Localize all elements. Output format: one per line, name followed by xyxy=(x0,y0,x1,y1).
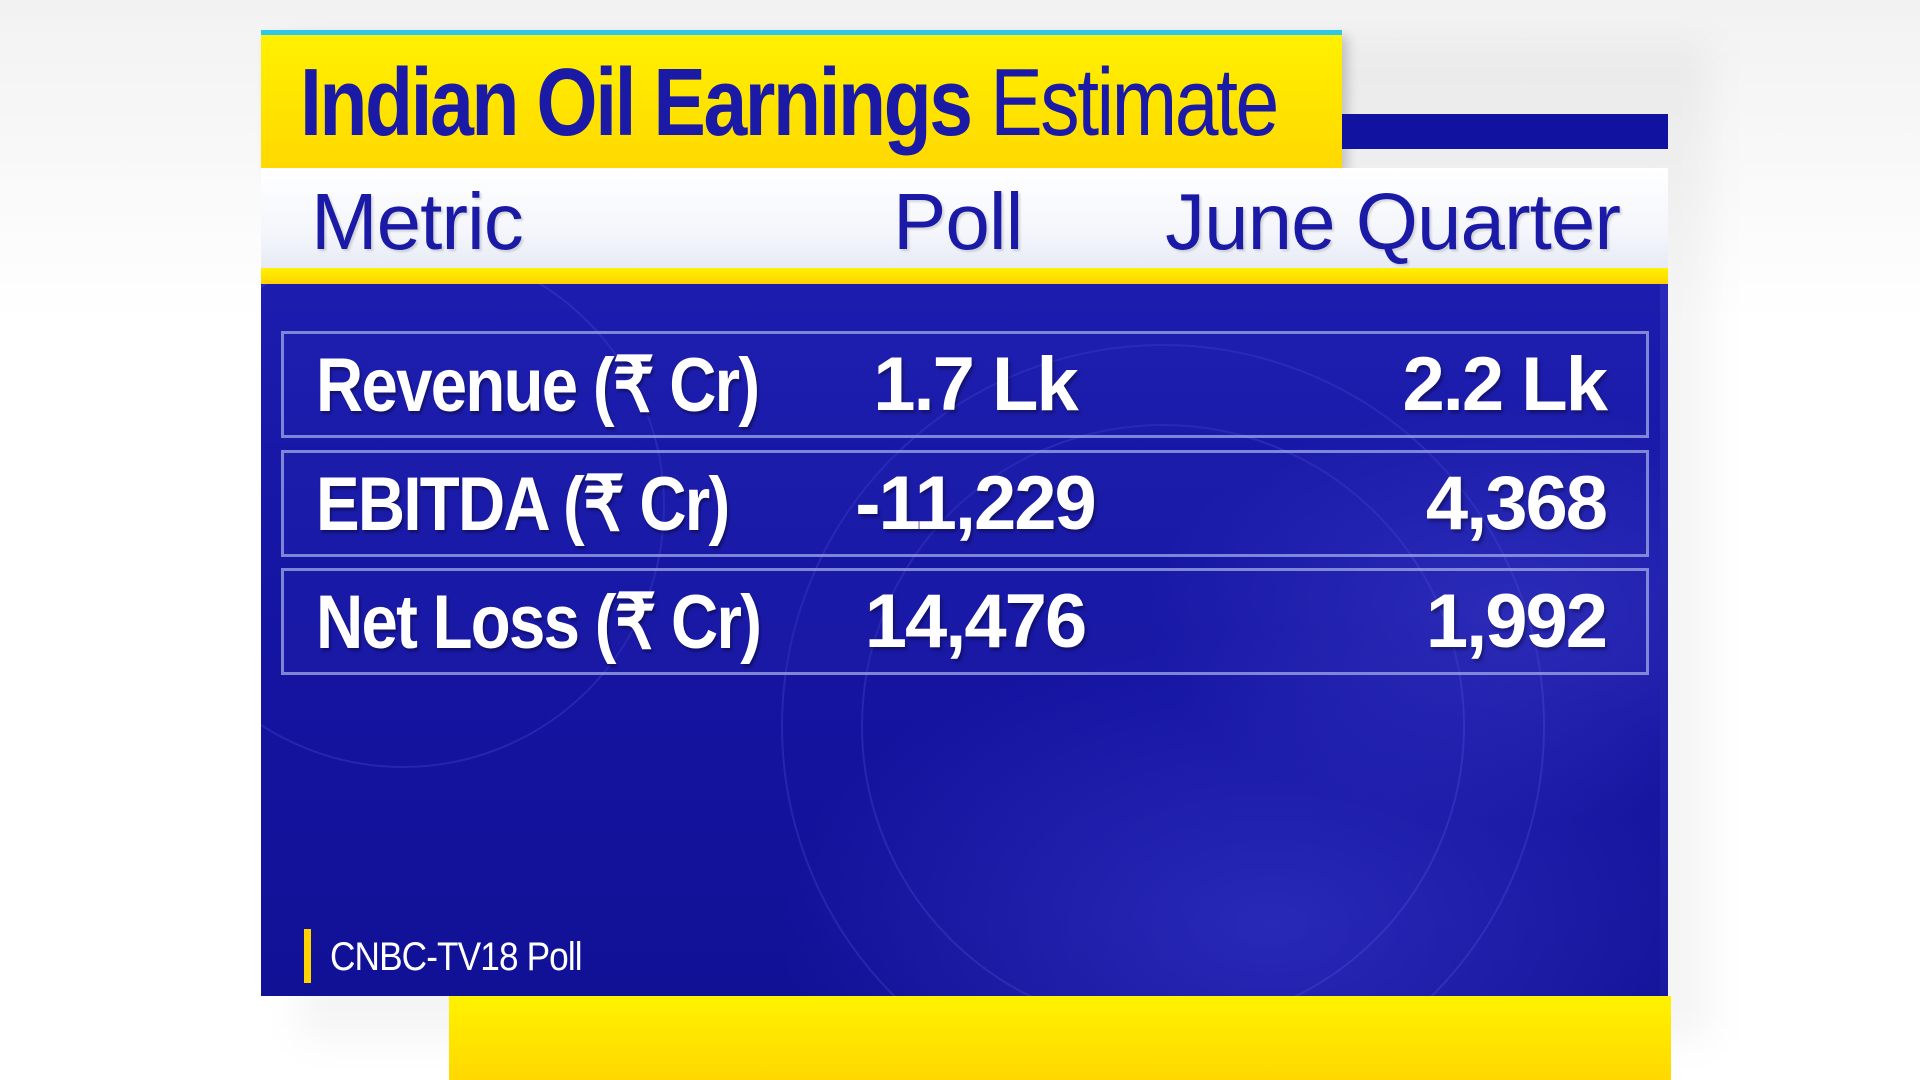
source-marker xyxy=(304,929,311,983)
table-row xyxy=(281,331,1649,438)
row-net-loss-metric: Net Loss (₹ Cr) xyxy=(316,580,762,665)
table-body xyxy=(261,284,1668,996)
table-header xyxy=(261,168,1668,276)
title-banner xyxy=(261,30,1342,168)
source-label: CNBC-TV18 Poll xyxy=(330,934,583,979)
row-net-loss-poll: 14,476 xyxy=(864,579,1087,664)
body-edge xyxy=(1660,284,1668,996)
background-gear-ring xyxy=(861,424,1465,996)
table-row xyxy=(281,450,1649,557)
row-revenue-poll: 1.7 Lk xyxy=(873,342,1078,427)
row-ebitda-june: 4,368 xyxy=(1425,461,1608,546)
column-header-metric: Metric xyxy=(311,177,524,266)
bottom-banner xyxy=(449,996,1671,1080)
title-bold: Indian Oil Earnings xyxy=(300,49,973,156)
row-ebitda-poll: -11,229 xyxy=(855,461,1097,546)
title-light: Estimate xyxy=(990,49,1279,156)
row-revenue-june: 2.2 Lk xyxy=(1402,342,1608,427)
table-row xyxy=(281,568,1649,675)
column-header-poll: Poll xyxy=(893,177,1023,266)
navy-accent-bar xyxy=(1342,114,1668,149)
row-net-loss-june: 1,992 xyxy=(1425,579,1608,664)
column-header-june-quarter: June Quarter xyxy=(1165,177,1621,266)
title-accent-line xyxy=(261,30,1342,35)
page-title: Indian Oil Earnings Estimate xyxy=(300,48,1279,158)
header-underline xyxy=(261,268,1668,284)
row-ebitda-metric: EBITDA (₹ Cr) xyxy=(316,462,730,547)
row-revenue-metric: Revenue (₹ Cr) xyxy=(316,343,760,428)
